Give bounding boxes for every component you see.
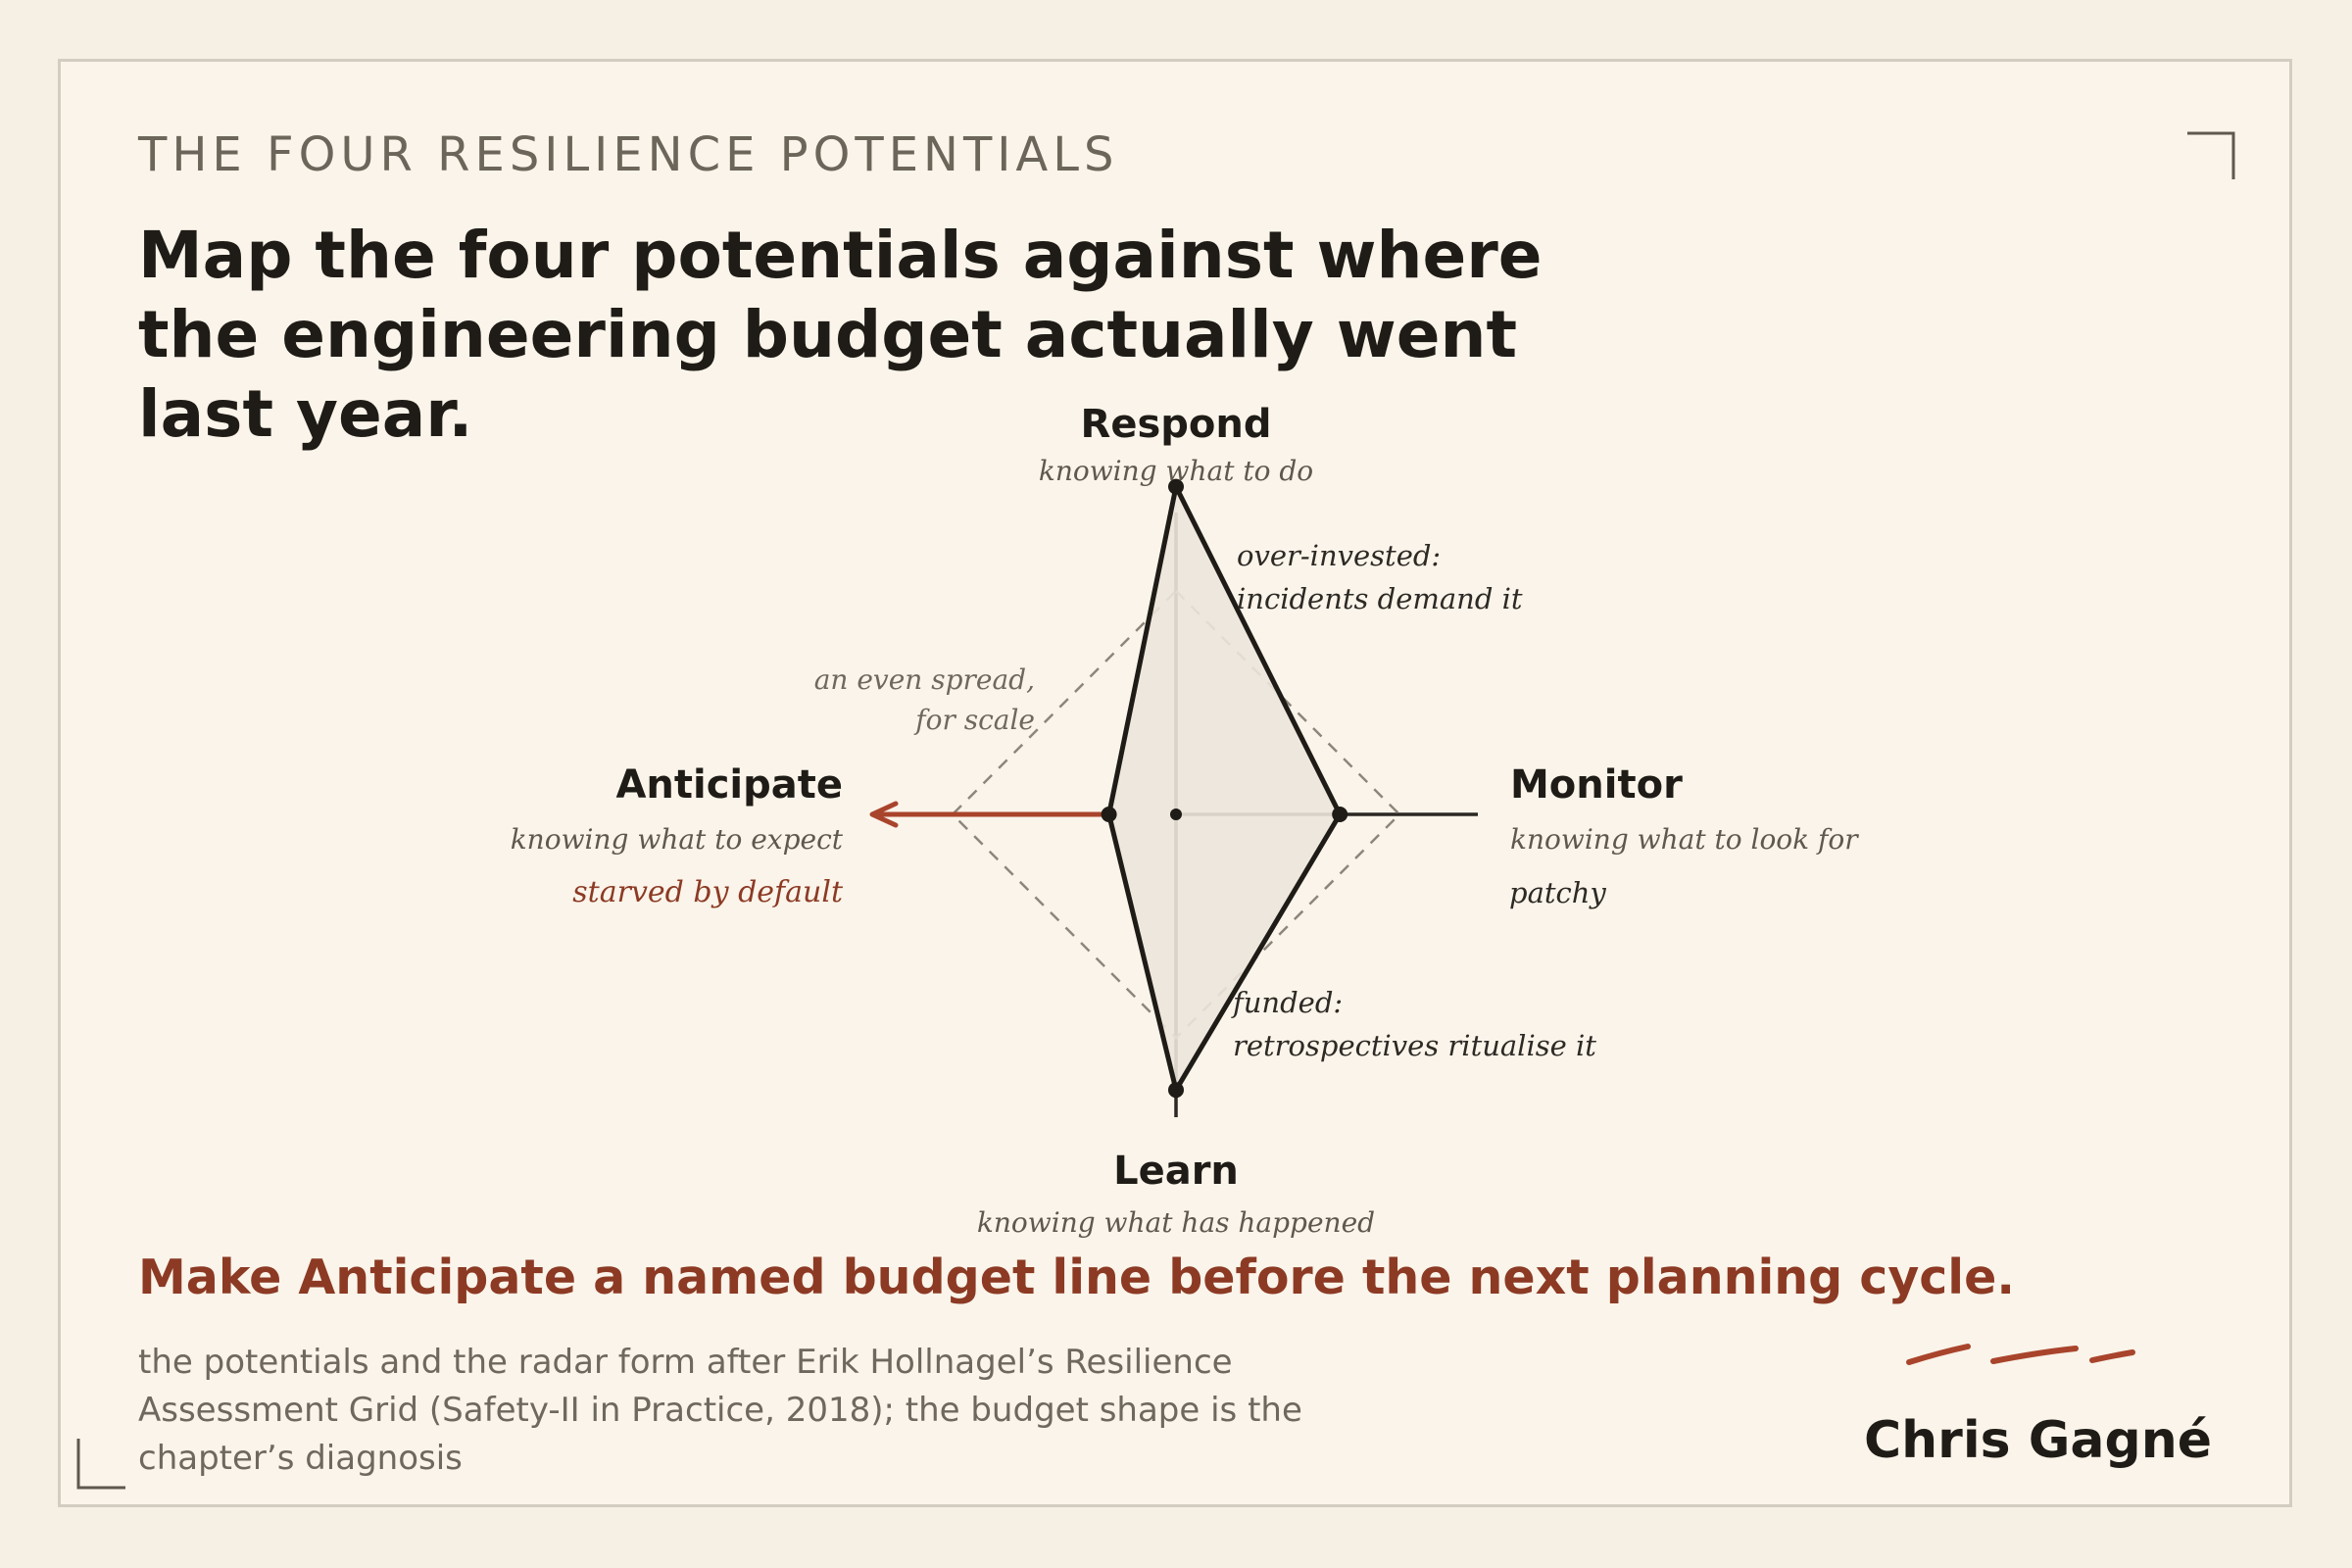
axis-title-monitor: Monitor bbox=[1510, 762, 1683, 808]
annotation-reference-line1: an even spread, bbox=[814, 663, 1035, 696]
annotation-learn-line1: funded: bbox=[1231, 986, 1343, 1019]
axis-title-learn: Learn bbox=[1113, 1149, 1239, 1194]
author-name: Chris Gagné bbox=[1864, 1411, 2212, 1470]
axis-sub-anticipate: knowing what to expect bbox=[511, 823, 844, 856]
point-respond bbox=[1168, 478, 1184, 495]
anticipate-arrowhead bbox=[869, 801, 899, 828]
annotation-learn-line2: retrospectives ritualise it bbox=[1233, 1029, 1596, 1062]
corner-mark-bottom-left bbox=[76, 1439, 125, 1490]
signature-flourish bbox=[1906, 1344, 2135, 1365]
status-anticipate: starved by default bbox=[572, 875, 844, 909]
point-learn bbox=[1168, 1082, 1184, 1099]
source-line-3: chapter’s diagnosis bbox=[138, 1439, 463, 1478]
axis-title-anticipate: Anticipate bbox=[615, 762, 843, 808]
annotation-respond-line1: over-invested: bbox=[1237, 539, 1441, 572]
axis-title-respond: Respond bbox=[1081, 402, 1272, 447]
point-monitor bbox=[1332, 807, 1348, 822]
call-to-action: Make Anticipate a named budget line befo… bbox=[138, 1250, 2015, 1305]
annotation-respond-line2: incidents demand it bbox=[1237, 582, 1523, 615]
eyebrow-label: THE FOUR RESILIENCE POTENTIALS bbox=[138, 127, 1119, 182]
source-note: the potentials and the radar form after … bbox=[138, 1339, 1314, 1483]
headline: Map the four potentials against where th… bbox=[138, 218, 1543, 452]
axis-sub-respond: knowing what to do bbox=[1039, 455, 1313, 487]
axis-sub-learn: knowing what has happened bbox=[977, 1206, 1375, 1239]
status-monitor: patchy bbox=[1509, 876, 1606, 909]
source-line-2: Assessment Grid (Safety-II in Practice, … bbox=[138, 1391, 1302, 1430]
axis-sub-monitor: knowing what to look for bbox=[1510, 823, 1859, 856]
corner-mark-top-right bbox=[2187, 131, 2235, 179]
point-anticipate bbox=[1101, 807, 1117, 822]
annotation-reference-line2: for scale bbox=[913, 704, 1035, 736]
source-line-1: the potentials and the radar form after … bbox=[138, 1343, 1233, 1382]
center-point bbox=[1170, 808, 1182, 820]
